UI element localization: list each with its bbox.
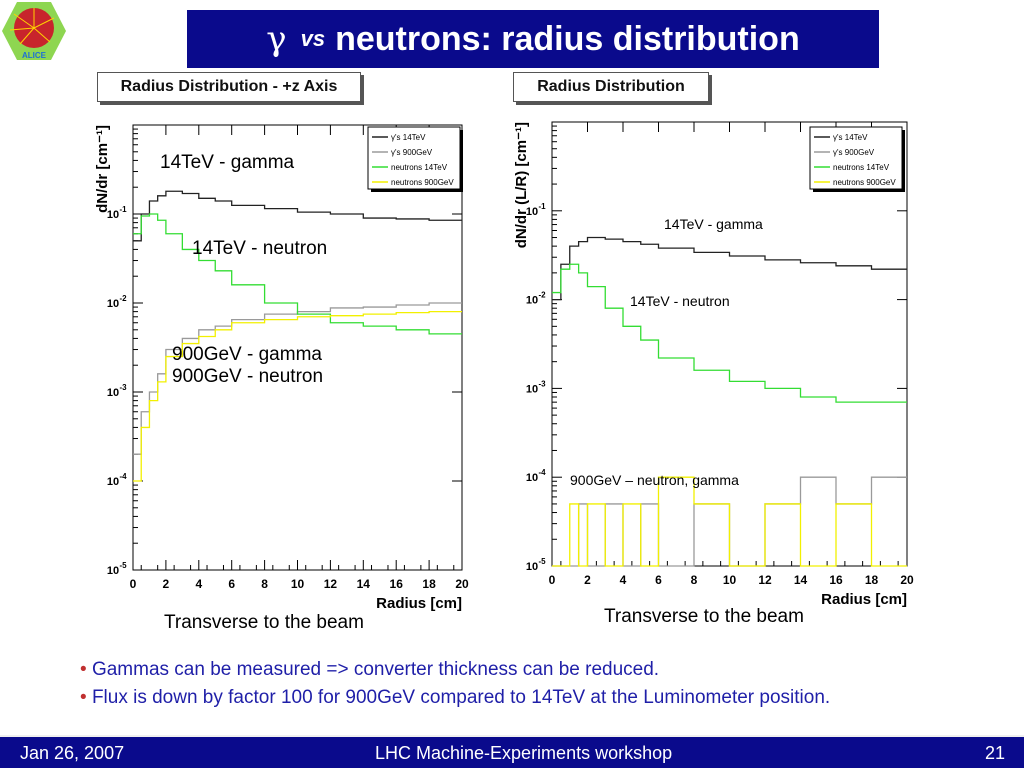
x-axis-title: Radius [cm]	[376, 595, 462, 612]
y-tick-exponent: -2	[538, 291, 546, 300]
y-tick-exponent: -1	[119, 205, 127, 214]
y-tick-label: 10	[526, 383, 538, 395]
x-axis-title: Radius [cm]	[821, 591, 907, 608]
bullet-item: • Flux is down by factor 100 for 900GeV …	[80, 687, 831, 708]
left-caption: Transverse to the beam	[164, 612, 364, 633]
y-tick-label: 10	[107, 565, 119, 577]
x-tick-label: 10	[291, 577, 305, 591]
footer-date: Jan 26, 2007	[20, 743, 125, 763]
y-axis-title: dN/dr [cm⁻¹]	[94, 125, 111, 213]
x-tick-label: 8	[691, 573, 698, 587]
legend-label: γ's 14TeV	[833, 133, 868, 142]
bullet-item: • Gammas can be measured => converter th…	[80, 659, 660, 680]
y-tick-exponent: -5	[538, 557, 546, 566]
plot-annotation: 900GeV - neutron	[172, 366, 323, 387]
legend-label: neutrons 14TeV	[833, 163, 890, 172]
x-tick-label: 14	[794, 573, 808, 587]
legend-label: neutrons 900GeV	[833, 178, 896, 187]
slide-title: γ vs neutrons: radius distribution	[187, 10, 879, 68]
bullet-list: • Gammas can be measured => converter th…	[80, 656, 830, 712]
right-caption: Transverse to the beam	[604, 606, 804, 627]
legend-label: γ's 14TeV	[391, 133, 426, 142]
y-tick-exponent: -2	[119, 294, 127, 303]
right-plot-title: Radius Distribution	[513, 72, 709, 102]
y-tick-label: 10	[526, 206, 538, 218]
x-tick-label: 16	[390, 577, 404, 591]
plot-annotation: 14TeV - neutron	[192, 238, 327, 259]
series-line	[552, 476, 907, 567]
y-axis-title: dN/dr (L/R) [cm⁻¹]	[513, 122, 530, 248]
x-tick-label: 2	[163, 577, 170, 591]
x-tick-label: 10	[723, 573, 737, 587]
legend-label: neutrons 14TeV	[391, 163, 448, 172]
legend-label: γ's 900GeV	[391, 148, 433, 157]
x-tick-label: 6	[655, 573, 662, 587]
y-tick-exponent: -3	[119, 383, 127, 392]
y-tick-label: 10	[107, 476, 119, 488]
legend-label: γ's 900GeV	[833, 148, 875, 157]
series-line	[133, 190, 462, 242]
x-tick-label: 12	[758, 573, 772, 587]
x-tick-label: 12	[324, 577, 338, 591]
y-tick-label: 10	[107, 209, 119, 221]
series-line	[133, 302, 462, 455]
y-tick-label: 10	[107, 298, 119, 310]
x-tick-label: 4	[620, 573, 627, 587]
series-line	[133, 213, 462, 335]
left-plot-title: Radius Distribution - +z Axis	[97, 72, 361, 102]
x-tick-label: 20	[455, 577, 469, 591]
x-tick-label: 8	[261, 577, 268, 591]
plot-annotation: 14TeV - gamma	[160, 152, 295, 173]
x-tick-label: 16	[829, 573, 843, 587]
footer-event: LHC Machine-Experiments workshop	[375, 743, 673, 763]
y-tick-label: 10	[526, 561, 538, 573]
plot-annotation: 14TeV - gamma	[664, 216, 763, 232]
series-line	[552, 236, 907, 301]
title-main: neutrons: radius distribution	[335, 19, 800, 58]
x-tick-label: 2	[584, 573, 591, 587]
y-tick-exponent: -4	[119, 472, 127, 481]
x-tick-label: 6	[228, 577, 235, 591]
x-tick-label: 0	[549, 573, 556, 587]
x-tick-label: 20	[900, 573, 914, 587]
plot-frame	[132, 124, 463, 571]
x-tick-label: 14	[357, 577, 371, 591]
y-tick-label: 10	[107, 387, 119, 399]
y-tick-exponent: -1	[538, 202, 546, 211]
y-tick-label: 10	[526, 472, 538, 484]
title-vs: vs	[300, 26, 326, 51]
series-line	[552, 263, 907, 403]
plot-annotation: 900GeV – neutron, gamma	[570, 472, 739, 488]
svg-text:ALICE: ALICE	[22, 51, 47, 60]
x-tick-label: 18	[422, 577, 436, 591]
y-tick-exponent: -5	[119, 561, 127, 570]
footer-bar: Jan 26, 2007 LHC Machine-Experiments wor…	[0, 735, 1024, 768]
plot-frame	[551, 121, 908, 567]
x-tick-label: 0	[130, 577, 137, 591]
plot-annotation: 14TeV - neutron	[630, 293, 730, 309]
x-tick-label: 18	[865, 573, 879, 587]
x-tick-label: 4	[195, 577, 202, 591]
series-line	[133, 310, 462, 482]
alice-logo: ALICE	[2, 2, 66, 60]
footer-page: 21	[985, 743, 1006, 763]
plot-annotation: 900GeV - gamma	[172, 344, 322, 365]
legend-label: neutrons 900GeV	[391, 178, 454, 187]
y-tick-exponent: -4	[538, 468, 546, 477]
title-gamma: γ	[266, 19, 287, 59]
y-tick-label: 10	[526, 295, 538, 307]
y-tick-exponent: -3	[538, 379, 546, 388]
